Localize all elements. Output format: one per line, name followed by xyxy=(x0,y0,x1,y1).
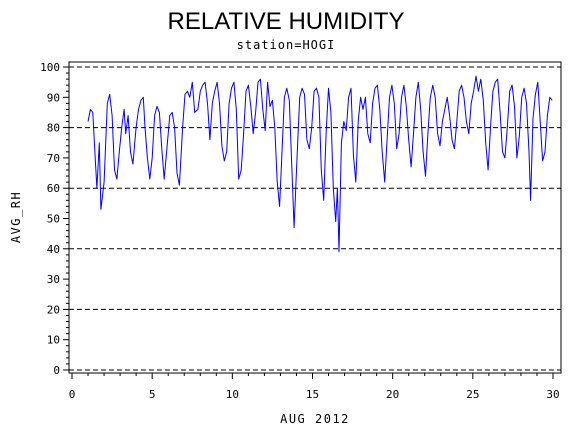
y-tick-label: 0 xyxy=(53,364,60,377)
y-tick-label: 20 xyxy=(47,303,60,316)
grid-lines xyxy=(69,66,561,371)
x-tick-label: 20 xyxy=(386,388,399,401)
y-tick-label: 60 xyxy=(47,182,60,195)
chart-subtitle: station=HOGI xyxy=(237,38,336,52)
y-tick-label: 40 xyxy=(47,243,60,256)
y-tick-label: 70 xyxy=(47,152,60,165)
chart-title: RELATIVE HUMIDITY xyxy=(168,8,405,35)
y-axis-label: AVG_RH xyxy=(9,191,23,243)
y-tick-label: 50 xyxy=(47,213,60,226)
x-tick-label: 0 xyxy=(69,388,76,401)
x-tick-label: 15 xyxy=(306,388,319,401)
y-tick-label: 90 xyxy=(47,91,60,104)
y-tick-label: 10 xyxy=(47,334,60,347)
series-layer xyxy=(87,75,553,253)
y-tick-label: 30 xyxy=(47,273,60,286)
plot-frame xyxy=(68,61,562,374)
y-tick-label: 100 xyxy=(40,61,60,74)
y-tick-label: 80 xyxy=(47,122,60,135)
x-tick-label: 10 xyxy=(226,388,239,401)
x-tick-label: 30 xyxy=(546,388,559,401)
y-axis: 0 10 20 30 40 50 60 70 80 90 100 xyxy=(40,61,69,377)
x-axis: 0 5 10 15 20 25 30 xyxy=(69,373,560,401)
series-line-0 xyxy=(87,75,553,253)
x-tick-label: 5 xyxy=(149,388,156,401)
x-axis-label: AUG 2012 xyxy=(280,412,350,426)
x-tick-label: 25 xyxy=(466,388,479,401)
